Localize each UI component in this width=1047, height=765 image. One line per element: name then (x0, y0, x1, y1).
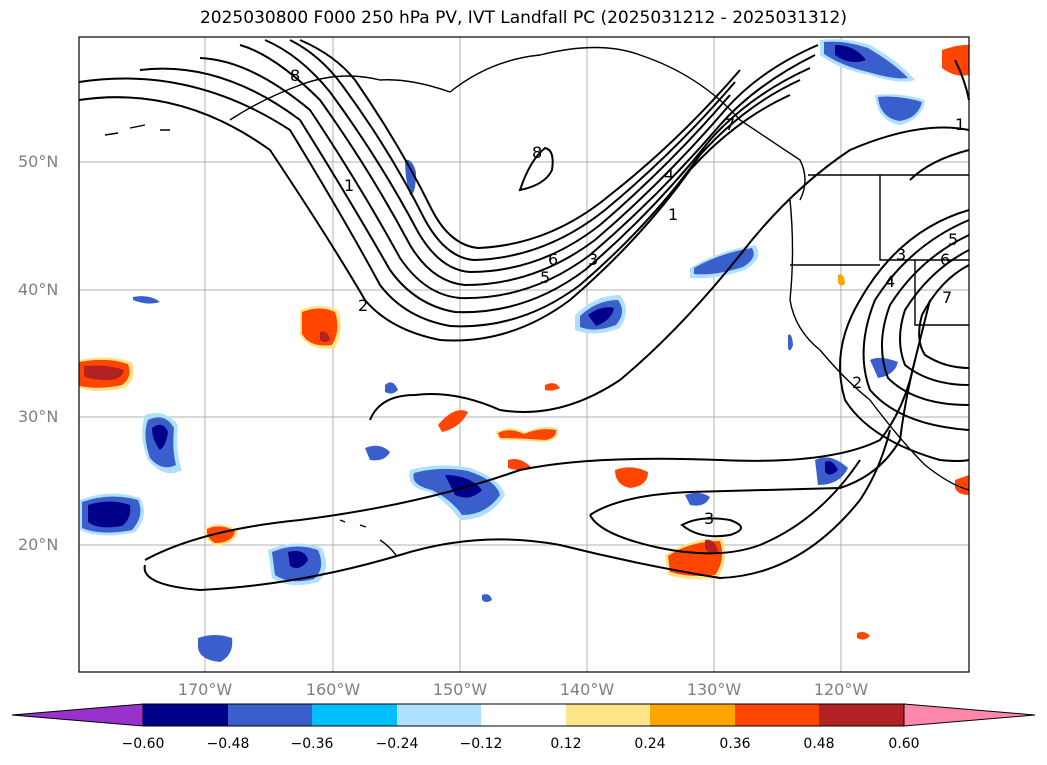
contour-label: 3 (704, 509, 715, 528)
contour-label: 4 (664, 165, 675, 184)
map-title: 2025030800 F000 250 hPa PV, IVT Landfall… (199, 8, 847, 28)
lat-label: 20°N (18, 535, 59, 554)
contour-label: 8 (532, 143, 543, 162)
pv-positive-shading (79, 44, 969, 640)
colorbar-tick: 0.12 (550, 736, 582, 752)
colorbar-tick: −0.48 (206, 736, 250, 752)
coastlines (104, 46, 970, 556)
contour-label: 8 (290, 66, 301, 85)
contour-label: 1 (344, 176, 355, 195)
colorbar-tick: −0.12 (459, 736, 503, 752)
plot-area (79, 37, 969, 672)
colorbar-tick: 0.24 (634, 736, 666, 752)
colorbar-tick: −0.36 (290, 736, 334, 752)
lon-label: 160°W (305, 680, 361, 699)
lat-label: 30°N (18, 407, 59, 426)
contour-label: 1 (668, 205, 679, 224)
lon-label: 150°W (432, 680, 488, 699)
contour-label: 5 (540, 268, 551, 287)
contour-label: 1 (955, 115, 966, 134)
lon-label: 140°W (559, 680, 615, 699)
colorbar-tick: 0.36 (719, 736, 751, 752)
lat-label: 40°N (18, 280, 59, 299)
contour-label: 7 (725, 115, 736, 134)
colorbar-tick: 0.60 (888, 736, 920, 752)
contour-label: 4 (885, 272, 896, 291)
plot-frame (78, 36, 970, 673)
pv-negative-shading (80, 39, 925, 662)
lon-label: 130°W (686, 680, 742, 699)
contour-label: 2 (358, 296, 369, 315)
colorbar-tick: −0.60 (121, 736, 165, 752)
contour-label: 5 (948, 230, 959, 249)
lon-label: 120°W (813, 680, 869, 699)
colorbar (11, 703, 1036, 727)
ivt-contours (78, 39, 970, 592)
contour-label: 7 (942, 288, 953, 307)
contour-label: 3 (896, 245, 907, 264)
lon-label: 170°W (177, 680, 233, 699)
contour-label: 2 (852, 373, 863, 392)
colorbar-tick: 0.48 (803, 736, 835, 752)
contour-label: 6 (548, 250, 559, 269)
colorbar-tick: −0.24 (375, 736, 419, 752)
lat-label: 50°N (18, 152, 59, 171)
contour-label: 3 (588, 250, 599, 269)
contour-label: 6 (940, 250, 951, 269)
